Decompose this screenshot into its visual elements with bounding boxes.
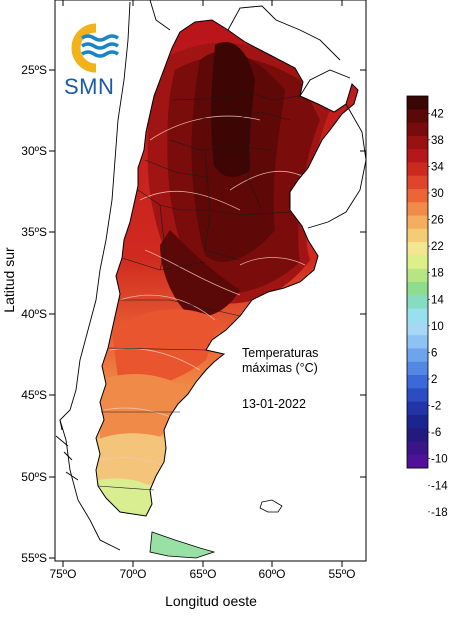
y-tick-label: 30ºS [21,144,47,158]
smn-logo-text: SMN [64,74,114,99]
annotation-date: 13-01-2022 [242,397,306,411]
colorbar-label: 34 [431,161,444,173]
colorbar-label: -14 [431,480,448,492]
colorbar-swatch [407,454,428,469]
colorbar-swatch [407,282,428,296]
colorbar-label: 42 [431,108,444,120]
colorbar-swatch [407,255,428,270]
frame-ticks [49,0,366,567]
annotation-title: Temperaturas [242,346,318,360]
y-tick-label: 45ºS [21,388,47,402]
colorbar-swatch [407,401,428,416]
y-tick-label: 25ºS [21,63,47,77]
colorbar-swatch [407,135,428,150]
smn-logo-mark [71,23,119,73]
x-tick-label: 75ºO [49,567,76,581]
colorbar-swatch [407,162,428,177]
colorbar-swatch [407,268,428,283]
colorbar-label: 2 [431,374,437,386]
colorbar-label: 22 [431,241,444,253]
y-tick-label: 35ºS [21,225,47,239]
colorbar-swatch [407,189,428,203]
colorbar-label: -10 [431,454,448,466]
y-axis-title: Latitud sur [1,247,17,313]
annotation-subtitle: máximas (°C) [242,361,318,375]
y-tick-label: 50ºS [21,470,47,484]
colorbar-swatch [407,441,428,456]
colorbar-label: 6 [431,347,437,359]
neighbour-borders [55,0,367,551]
colorbar-swatch [407,388,428,402]
x-tick-label: 65ºO [189,567,216,581]
x-tick-label: 55ºO [328,567,355,581]
colorbar-swatch [407,242,428,256]
colorbar: 42 38 34 30 26 22 18 14 10 6 2 -2 -6 -10 -14 -18 [406,95,448,519]
colorbar-swatch [407,295,428,309]
colorbar-swatch [407,321,428,336]
x-tick-label: 60ºO [258,567,285,581]
smn-logo: SMN [64,23,119,99]
colorbar-swatch [407,175,428,190]
colorbar-label: 30 [431,188,444,200]
colorbar-swatch [407,149,428,163]
colorbar-swatch [407,361,428,376]
colorbar-label: 14 [431,294,444,306]
map-annotation: Temperaturas máximas (°C) 13-01-2022 [242,346,318,411]
colorbar-swatch [407,375,428,389]
tierra-del-fuego [149,531,216,559]
colorbar-frame [406,95,429,469]
colorbar-label: -2 [431,401,441,413]
y-tick-labels: 25ºS 30ºS 35ºS 40ºS 45ºS 50ºS 55ºS [21,63,47,565]
colorbar-swatch [407,308,428,323]
colorbar-label: -18 [431,507,448,519]
province-borders [97,91,301,491]
colorbar-swatch [407,335,428,349]
colorbar-label: 26 [431,215,444,227]
y-tick-label: 40ºS [21,307,47,321]
colorbar-swatch [407,122,428,137]
colorbar-label: 18 [431,268,444,280]
y-tick-label: 55ºS [21,551,47,565]
colorbar-swatch [407,428,428,442]
colorbar-swatch [407,202,428,216]
colorbar-label: 38 [431,135,444,147]
colorbar-swatch [407,96,428,110]
x-axis-title: Longitud oeste [165,593,257,609]
colorbar-swatch [407,348,428,363]
colorbar-swatch [407,414,428,429]
malvinas-islands [259,499,283,513]
x-tick-label: 70ºO [119,567,146,581]
colorbar-swatch [407,109,428,123]
colorbar-swatch [407,215,428,230]
colorbar-label: -6 [431,427,441,439]
x-tick-labels: 75ºO 70ºO 65ºO 60ºO 55ºO [49,567,355,581]
colorbar-label: 10 [431,321,444,333]
colorbar-swatch [407,228,428,243]
